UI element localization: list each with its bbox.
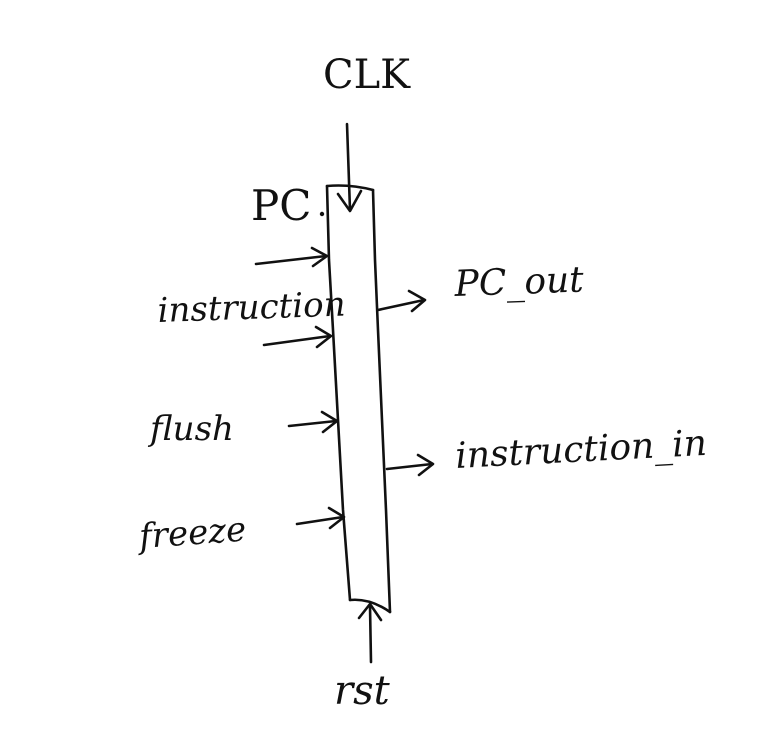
instruction-input-label: instruction xyxy=(157,284,346,331)
pc-out-output-arrow xyxy=(376,289,427,313)
register-block xyxy=(325,184,392,614)
instruction-input-arrow xyxy=(262,325,333,349)
freeze-input-label: freeze xyxy=(135,510,248,558)
clock-arrow xyxy=(336,122,363,213)
pc-input-label: PC xyxy=(251,181,311,230)
pc-input-arrow xyxy=(254,246,329,268)
pc-label-dot xyxy=(319,211,325,217)
instruction-in-output-label: instruction_in xyxy=(454,423,708,477)
freeze-input-arrow xyxy=(295,506,346,530)
pc-out-output-label: PC_out xyxy=(453,259,585,305)
instruction-in-output-arrow xyxy=(385,453,435,477)
reset-label: rst xyxy=(334,668,391,714)
clock-label: CLK xyxy=(323,52,411,98)
flush-input-arrow xyxy=(287,410,339,434)
reset-arrow xyxy=(357,602,383,664)
flush-input-label: flush xyxy=(147,409,234,449)
